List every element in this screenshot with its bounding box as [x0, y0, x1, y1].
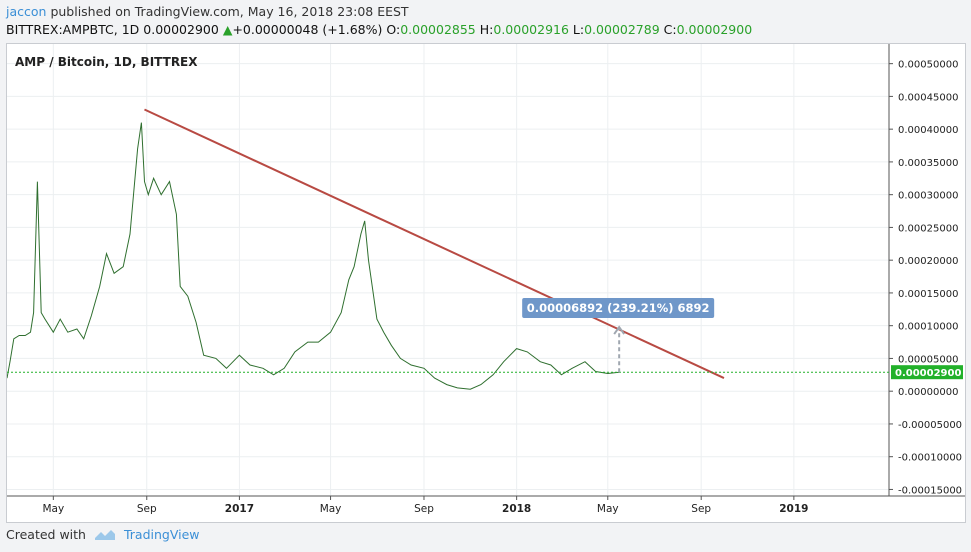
measure-tool: 0.00006892 (239.21%) 6892	[522, 298, 715, 373]
x-tick-label: May	[597, 503, 619, 515]
chart-grid	[7, 44, 889, 496]
last-price-bg	[891, 365, 963, 380]
high-label: H:	[479, 22, 494, 37]
y-tick-label: 0.00030000	[898, 191, 958, 202]
symbol-label: BITTREX:AMPBTC, 1D	[6, 22, 140, 37]
measure-label-text: 0.00006892 (239.21%) 6892	[527, 301, 710, 315]
symbol-info: BITTREX:AMPBTC, 1D 0.00002900 ▲+0.000000…	[6, 22, 752, 37]
price-chart[interactable]: 0.00050000 0.00045000 0.00040000 0.00035000…	[7, 44, 965, 522]
close-label: C:	[663, 22, 677, 37]
low-value: 0.00002789	[584, 22, 660, 37]
up-arrow-icon: ▲	[222, 22, 233, 37]
published-text: published on TradingView.com, May 16, 20…	[50, 4, 409, 19]
footer: Created with TradingView	[6, 527, 200, 542]
created-with-text: Created with	[6, 527, 86, 542]
chart-frame[interactable]: 0.00050000 0.00045000 0.00040000 0.00035000…	[6, 43, 966, 523]
price-series-line	[7, 122, 620, 390]
y-tick-label: 0.00010000	[898, 322, 958, 333]
y-tick-label: 0.00020000	[898, 256, 958, 267]
change-value: +0.00000048 (+1.68%)	[232, 22, 383, 37]
time-axis: May Sep 2017 May Sep 2018 May Sep 2019	[7, 495, 965, 515]
x-tick-label: Sep	[691, 503, 711, 515]
y-tick-label: 0.00035000	[898, 158, 958, 169]
y-tick-label: 0.00000000	[898, 387, 958, 398]
close-value: 0.00002900	[676, 22, 753, 37]
x-tick-label: May	[320, 503, 342, 515]
open-label: O:	[386, 22, 401, 37]
publisher-link[interactable]: jaccon	[6, 4, 47, 19]
y-tick-label: 0.00005000	[898, 354, 958, 365]
last-price-text: 0.00002900	[895, 368, 961, 379]
y-tick-label: 0.00040000	[898, 125, 958, 136]
y-tick-label: -0.00005000	[898, 420, 962, 431]
trendline	[144, 108, 725, 379]
y-tick-label: 0.00050000	[898, 60, 958, 71]
y-tick-label: 0.00025000	[898, 223, 958, 234]
low-label: L:	[572, 22, 585, 37]
last-price-label: 0.00002900	[891, 365, 963, 380]
y-tick-label: -0.00015000	[898, 485, 962, 496]
tradingview-link[interactable]: TradingView	[123, 527, 200, 542]
tradingview-logo-icon	[94, 529, 115, 540]
x-tick-label: Sep	[414, 503, 434, 515]
x-tick-label: 2019	[779, 503, 808, 515]
y-tick-label: 0.00045000	[898, 92, 958, 103]
x-tick-label: 2017	[225, 503, 254, 515]
measure-label-bg	[522, 298, 715, 319]
publish-info: jaccon published on TradingView.com, May…	[6, 4, 409, 19]
price-axis: 0.00050000 0.00045000 0.00040000 0.00035000…	[888, 44, 962, 496]
measure-arrowhead	[613, 325, 625, 335]
x-tick-label: Sep	[137, 503, 157, 515]
chart-title: AMP / Bitcoin, 1D, BITTREX	[15, 55, 198, 69]
y-tick-label: 0.00015000	[898, 289, 958, 300]
y-tick-label: -0.00010000	[898, 453, 962, 464]
high-value: 0.00002916	[493, 22, 569, 37]
x-tick-label: 2018	[502, 503, 531, 515]
x-tick-label: May	[42, 503, 64, 515]
price-value: 0.00002900	[143, 22, 219, 37]
open-value: 0.00002855	[400, 22, 476, 37]
